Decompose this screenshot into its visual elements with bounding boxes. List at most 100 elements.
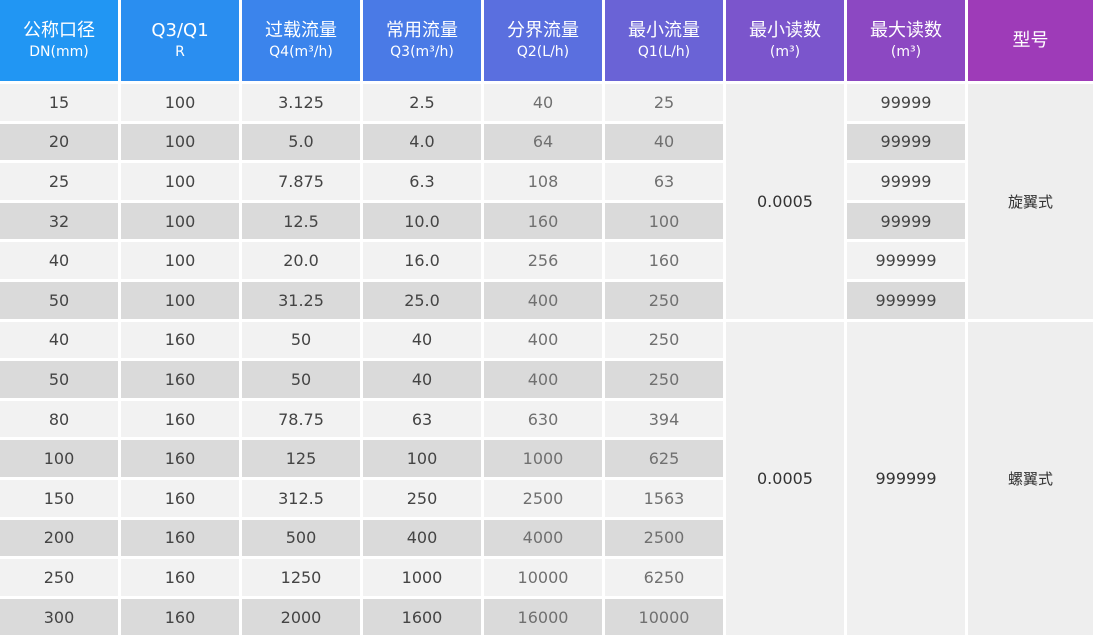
cell-q1: 250 bbox=[605, 281, 726, 322]
cell-q2: 400 bbox=[484, 281, 605, 322]
cell-q1: 6250 bbox=[605, 559, 726, 599]
cell-q2: 4000 bbox=[484, 519, 605, 560]
cell-q2: 10000 bbox=[484, 559, 605, 599]
cell-q2: 400 bbox=[484, 321, 605, 362]
cell-q2: 400 bbox=[484, 361, 605, 401]
cell-q3: 1600 bbox=[363, 598, 484, 638]
table-row: 50 100 31.25 25.0 400 250 999999 bbox=[0, 281, 1093, 322]
cell-max-reading: 99999 bbox=[847, 84, 968, 124]
cell-q4: 2000 bbox=[242, 598, 363, 638]
cell-q2: 108 bbox=[484, 163, 605, 203]
cell-q1: 10000 bbox=[605, 598, 726, 638]
cell-q4: 20.0 bbox=[242, 242, 363, 282]
cell-q3: 16.0 bbox=[363, 242, 484, 282]
cell-dn: 100 bbox=[0, 440, 121, 480]
cell-dn: 200 bbox=[0, 519, 121, 560]
cell-q3: 40 bbox=[363, 321, 484, 362]
header-q3: 常用流量 Q3(m³/h) bbox=[363, 0, 484, 84]
cell-dn: 20 bbox=[0, 123, 121, 164]
cell-dn: 50 bbox=[0, 361, 121, 401]
table-body: 15 100 3.125 2.5 40 25 0.0005 99999 旋翼式 20 100 5.0 4… bbox=[0, 84, 1093, 638]
cell-q1: 1563 bbox=[605, 479, 726, 520]
table-row: 40 160 50 40 400 250 0.0005 999999 螺翼式 bbox=[0, 321, 1093, 638]
cell-ratio: 160 bbox=[121, 519, 242, 560]
table-row: 100 160 125 100 1000 625 bbox=[0, 440, 1093, 480]
cell-ratio: 100 bbox=[121, 84, 242, 124]
cell-q4: 31.25 bbox=[242, 281, 363, 322]
cell-q2: 2500 bbox=[484, 479, 605, 520]
cell-q3: 100 bbox=[363, 440, 484, 480]
cell-type-helical: 螺翼式 bbox=[968, 321, 1093, 638]
cell-dn: 40 bbox=[0, 242, 121, 282]
cell-q3: 40 bbox=[363, 361, 484, 401]
cell-ratio: 160 bbox=[121, 321, 242, 362]
cell-q4: 312.5 bbox=[242, 479, 363, 520]
cell-dn: 300 bbox=[0, 598, 121, 638]
header-q1: 最小流量 Q1(L/h) bbox=[605, 0, 726, 84]
cell-max-reading: 99999 bbox=[847, 202, 968, 243]
cell-ratio: 100 bbox=[121, 163, 242, 203]
cell-max-reading: 99999 bbox=[847, 163, 968, 203]
cell-q4: 78.75 bbox=[242, 400, 363, 441]
table-row: 50 160 50 40 400 250 bbox=[0, 361, 1093, 401]
cell-q1: 160 bbox=[605, 242, 726, 282]
cell-q4: 7.875 bbox=[242, 163, 363, 203]
cell-q3: 400 bbox=[363, 519, 484, 560]
header-type: 型号 bbox=[968, 0, 1093, 84]
table-row: 15 100 3.125 2.5 40 25 0.0005 99999 旋翼式 bbox=[0, 84, 1093, 322]
cell-type-rotary: 旋翼式 bbox=[968, 84, 1093, 322]
cell-ratio: 100 bbox=[121, 202, 242, 243]
cell-q4: 500 bbox=[242, 519, 363, 560]
cell-ratio: 100 bbox=[121, 123, 242, 164]
cell-q3: 10.0 bbox=[363, 202, 484, 243]
cell-q4: 125 bbox=[242, 440, 363, 480]
cell-ratio: 160 bbox=[121, 559, 242, 599]
cell-dn: 80 bbox=[0, 400, 121, 441]
cell-q3: 6.3 bbox=[363, 163, 484, 203]
header-min-reading: 最小读数 (m³) bbox=[726, 0, 847, 84]
cell-q4: 5.0 bbox=[242, 123, 363, 164]
table-row: 250 160 1250 1000 10000 6250 bbox=[0, 559, 1093, 599]
cell-max-reading: 999999 bbox=[847, 242, 968, 282]
cell-ratio: 100 bbox=[121, 281, 242, 322]
cell-q1: 2500 bbox=[605, 519, 726, 560]
header-max-reading: 最大读数 (m³) bbox=[847, 0, 968, 84]
cell-max-reading-helical: 999999 bbox=[847, 321, 968, 638]
cell-q1: 40 bbox=[605, 123, 726, 164]
cell-q4: 12.5 bbox=[242, 202, 363, 243]
cell-q3: 25.0 bbox=[363, 281, 484, 322]
cell-q3: 4.0 bbox=[363, 123, 484, 164]
table-row: 20 100 5.0 4.0 64 40 99999 bbox=[0, 123, 1093, 164]
cell-q4: 50 bbox=[242, 321, 363, 362]
cell-dn: 25 bbox=[0, 163, 121, 203]
cell-q2: 40 bbox=[484, 84, 605, 124]
header-dn: 公称口径 DN(mm) bbox=[0, 0, 121, 84]
cell-ratio: 160 bbox=[121, 479, 242, 520]
cell-ratio: 160 bbox=[121, 440, 242, 480]
header-ratio: Q3/Q1 R bbox=[121, 0, 242, 84]
cell-q1: 250 bbox=[605, 361, 726, 401]
cell-q1: 25 bbox=[605, 84, 726, 124]
cell-max-reading: 99999 bbox=[847, 123, 968, 164]
cell-dn: 32 bbox=[0, 202, 121, 243]
cell-ratio: 160 bbox=[121, 598, 242, 638]
cell-q3: 63 bbox=[363, 400, 484, 441]
cell-dn: 15 bbox=[0, 84, 121, 124]
cell-q4: 1250 bbox=[242, 559, 363, 599]
cell-q2: 1000 bbox=[484, 440, 605, 480]
table-row: 200 160 500 400 4000 2500 bbox=[0, 519, 1093, 560]
cell-q1: 394 bbox=[605, 400, 726, 441]
cell-q1: 63 bbox=[605, 163, 726, 203]
table-row: 40 100 20.0 16.0 256 160 999999 bbox=[0, 242, 1093, 282]
table-row: 150 160 312.5 250 2500 1563 bbox=[0, 479, 1093, 520]
table-row: 80 160 78.75 63 630 394 bbox=[0, 400, 1093, 441]
cell-q1: 100 bbox=[605, 202, 726, 243]
table-row: 25 100 7.875 6.3 108 63 99999 bbox=[0, 163, 1093, 203]
cell-q2: 16000 bbox=[484, 598, 605, 638]
cell-q3: 2.5 bbox=[363, 84, 484, 124]
cell-max-reading: 999999 bbox=[847, 281, 968, 322]
header-row: 公称口径 DN(mm) Q3/Q1 R 过载流量 Q4(m³/h) 常用流量 Q3(m³… bbox=[0, 0, 1093, 84]
cell-min-reading-rotary: 0.0005 bbox=[726, 84, 847, 322]
